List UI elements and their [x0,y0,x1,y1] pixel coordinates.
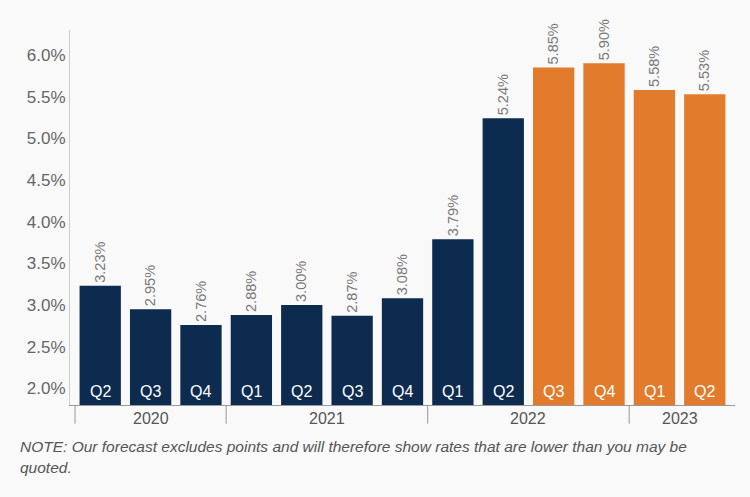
svg-text:5.58%: 5.58% [646,46,662,87]
svg-text:Q2: Q2 [493,383,514,400]
svg-text:5.85%: 5.85% [545,23,561,64]
svg-text:2.0%: 2.0% [27,379,66,398]
svg-text:2020: 2020 [133,410,169,427]
svg-text:3.23%: 3.23% [92,241,108,282]
svg-text:Q3: Q3 [342,383,363,400]
svg-text:4.5%: 4.5% [27,171,66,190]
svg-text:5.5%: 5.5% [27,88,66,107]
svg-text:Q2: Q2 [694,383,715,400]
svg-text:2.88%: 2.88% [243,271,259,312]
svg-text:Q3: Q3 [543,383,564,400]
html-text:NOTE: Our forecast excludes po: NOTE: Our forecast excludes points and w… [20,438,687,476]
svg-text:5.53%: 5.53% [696,50,712,91]
svg-text:2.76%: 2.76% [193,281,209,322]
svg-text:Q3: Q3 [140,383,161,400]
svg-text:Q4: Q4 [392,383,413,400]
svg-text:5.24%: 5.24% [495,74,511,115]
svg-text:6.0%: 6.0% [27,46,66,65]
svg-text:3.0%: 3.0% [27,296,66,315]
svg-text:2023: 2023 [662,410,698,427]
svg-text:Q4: Q4 [594,383,615,400]
svg-text:Q1: Q1 [644,383,665,400]
svg-text:2022: 2022 [510,410,546,427]
svg-text:3.5%: 3.5% [27,254,66,273]
svg-text:2.95%: 2.95% [142,265,158,306]
svg-text:3.79%: 3.79% [445,195,461,236]
svg-text:3.08%: 3.08% [394,254,410,295]
svg-text:5.0%: 5.0% [27,129,66,148]
svg-text:Q2: Q2 [90,383,111,400]
svg-text:Q1: Q1 [241,383,262,400]
svg-text:2.87%: 2.87% [344,271,360,312]
svg-text:2021: 2021 [309,410,345,427]
svg-text:5.90%: 5.90% [596,19,612,60]
svg-text:4.0%: 4.0% [27,213,66,232]
svg-text:Q4: Q4 [190,383,211,400]
svg-text:2.5%: 2.5% [27,338,66,357]
svg-text:Q1: Q1 [442,383,463,400]
svg-text:Q2: Q2 [291,383,312,400]
svg-text:3.00%: 3.00% [293,261,309,302]
